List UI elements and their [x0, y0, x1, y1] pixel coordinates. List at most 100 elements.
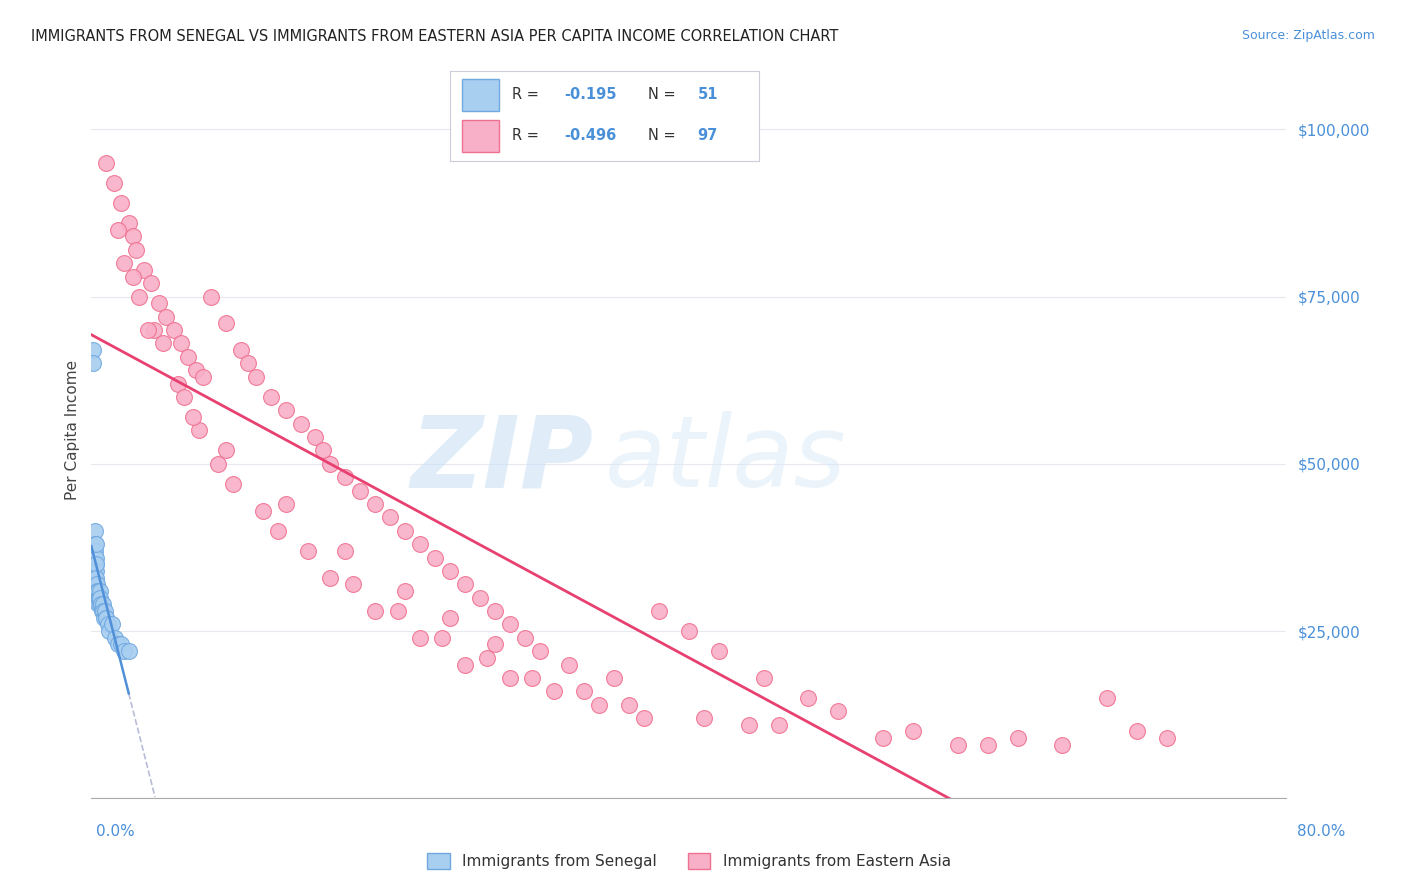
Point: [97, 617, 120, 632]
Point: [215, 316, 238, 330]
Point: [827, 705, 849, 719]
Point: [83, 550, 105, 565]
Point: [245, 369, 267, 384]
Point: [274, 497, 297, 511]
Point: [84, 557, 107, 572]
Point: [319, 571, 342, 585]
Point: [423, 550, 446, 565]
Point: [484, 637, 506, 651]
Point: [737, 717, 759, 731]
Point: [394, 583, 416, 598]
Point: [112, 256, 135, 270]
Point: [93, 604, 115, 618]
Point: [104, 631, 127, 645]
Point: [93, 610, 115, 624]
Point: [152, 336, 174, 351]
Point: [101, 617, 124, 632]
Point: [976, 738, 998, 752]
Point: [82, 356, 104, 371]
Point: [89, 591, 111, 605]
Point: [84, 571, 107, 585]
Text: -0.195: -0.195: [564, 87, 617, 102]
Point: [125, 243, 148, 257]
Point: [364, 497, 387, 511]
Point: [94, 610, 117, 624]
Point: [82, 557, 104, 572]
Point: [304, 430, 326, 444]
Point: [439, 564, 461, 578]
Point: [112, 644, 135, 658]
Point: [319, 457, 342, 471]
Point: [107, 637, 129, 651]
Point: [118, 644, 141, 658]
Point: [96, 610, 118, 624]
Point: [173, 390, 195, 404]
Point: [84, 577, 107, 591]
Point: [103, 176, 125, 190]
Point: [574, 684, 596, 698]
Point: [87, 591, 110, 605]
Point: [193, 369, 215, 384]
Point: [484, 604, 506, 618]
Point: [83, 543, 105, 558]
Point: [84, 550, 107, 565]
Point: [87, 583, 110, 598]
Point: [633, 711, 655, 725]
Point: [107, 222, 129, 236]
Text: 97: 97: [697, 128, 717, 143]
Point: [162, 323, 184, 337]
Point: [335, 470, 357, 484]
Point: [84, 537, 107, 551]
Point: [543, 684, 565, 698]
Point: [290, 417, 312, 431]
Point: [797, 690, 820, 705]
Point: [207, 457, 229, 471]
FancyBboxPatch shape: [463, 120, 499, 152]
Point: [252, 503, 274, 517]
Point: [181, 410, 204, 425]
Point: [83, 557, 105, 572]
Point: [409, 537, 432, 551]
Point: [170, 336, 193, 351]
Point: [89, 598, 111, 612]
Point: [222, 476, 245, 491]
Point: [259, 390, 281, 404]
Point: [86, 583, 108, 598]
Point: [96, 155, 118, 169]
Text: atlas: atlas: [605, 411, 846, 508]
Point: [1126, 724, 1149, 739]
Y-axis label: Per Capita Income: Per Capita Income: [65, 360, 80, 500]
Point: [520, 671, 543, 685]
Point: [1156, 731, 1178, 746]
Point: [122, 229, 145, 244]
Point: [439, 610, 461, 624]
Point: [238, 356, 260, 371]
Point: [118, 216, 141, 230]
Point: [136, 323, 159, 337]
Point: [215, 443, 238, 458]
Text: R =: R =: [512, 87, 543, 102]
Point: [86, 591, 108, 605]
Point: [454, 657, 477, 672]
Point: [588, 698, 610, 712]
Text: N =: N =: [648, 128, 681, 143]
Point: [312, 443, 335, 458]
Point: [84, 543, 107, 558]
Point: [184, 363, 207, 377]
Point: [648, 604, 671, 618]
Point: [84, 557, 107, 572]
Point: [619, 698, 641, 712]
Point: [94, 604, 117, 618]
Point: [364, 604, 387, 618]
Point: [693, 711, 716, 725]
Point: [82, 343, 104, 358]
Point: [274, 403, 297, 417]
Text: Source: ZipAtlas.com: Source: ZipAtlas.com: [1241, 29, 1375, 42]
Point: [122, 269, 145, 284]
Point: [498, 671, 520, 685]
Point: [267, 524, 290, 538]
Text: -0.496: -0.496: [564, 128, 617, 143]
Point: [513, 631, 536, 645]
Point: [128, 289, 150, 303]
Point: [378, 510, 402, 524]
